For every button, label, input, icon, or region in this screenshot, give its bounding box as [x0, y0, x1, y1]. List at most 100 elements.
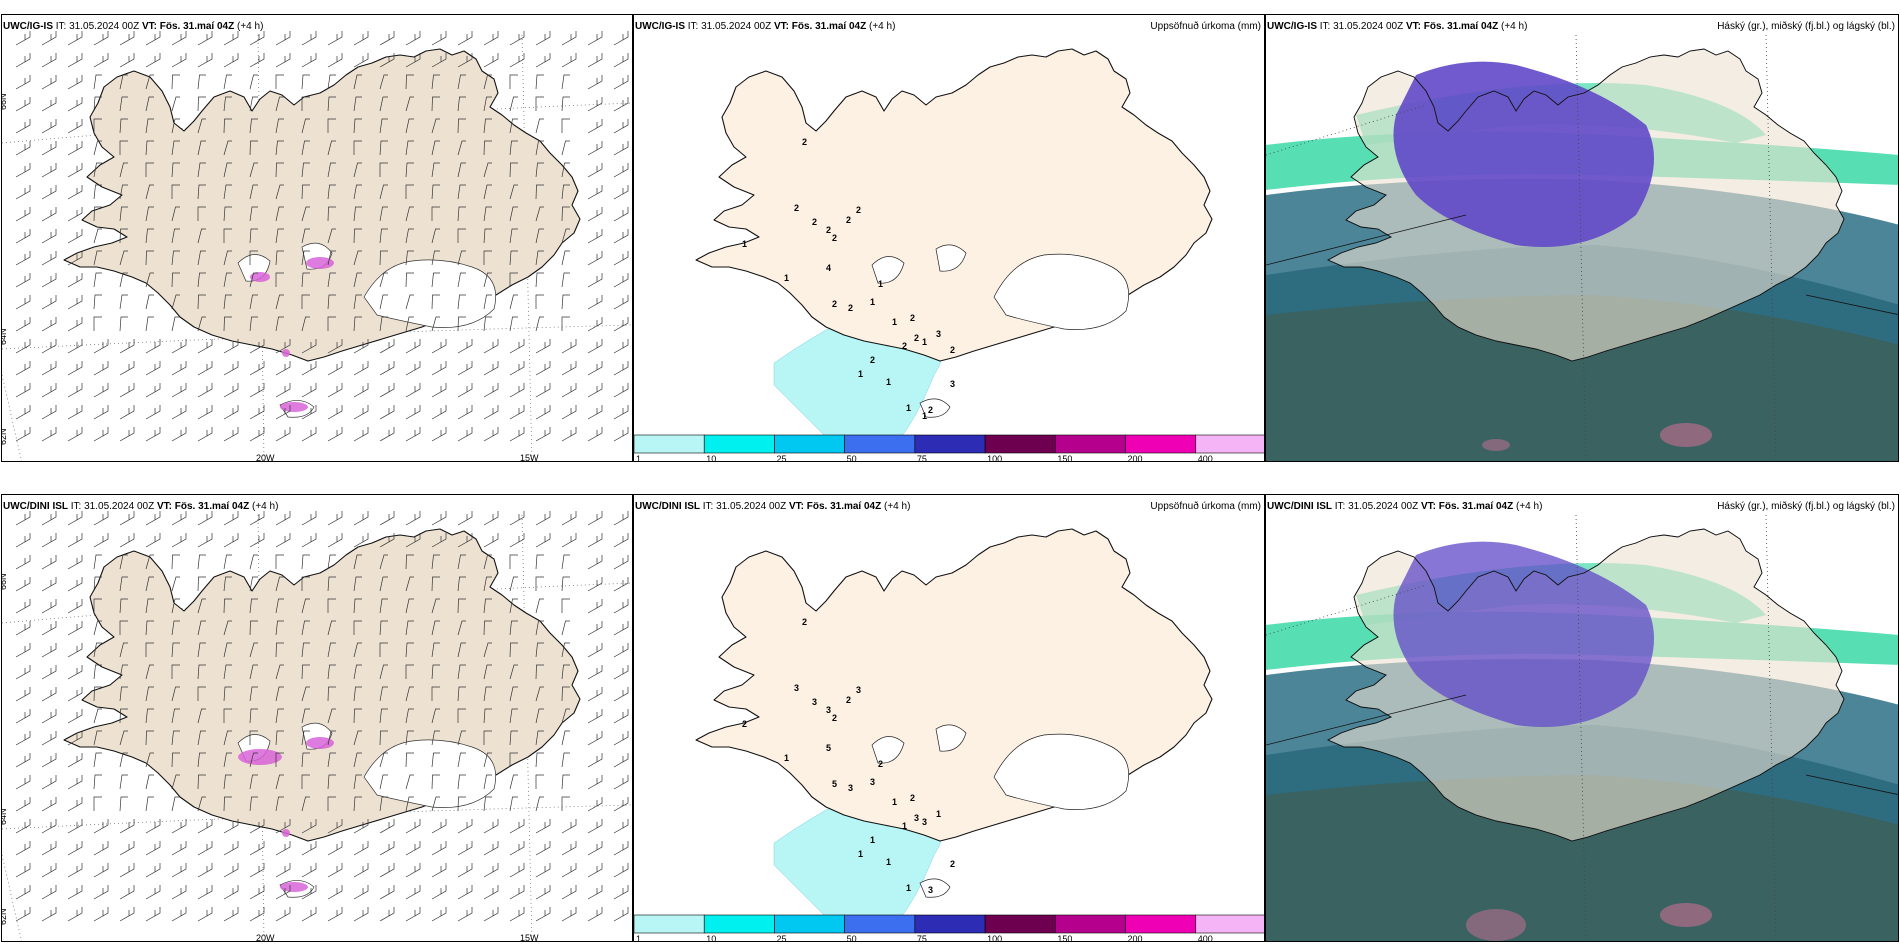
- wind-barb: [119, 907, 135, 922]
- wind-barb: [41, 317, 57, 332]
- wind-barb: [119, 730, 128, 746]
- precip-value-label: 5: [832, 779, 837, 789]
- wind-barb: [327, 31, 343, 46]
- wind-barb: [301, 361, 317, 376]
- wind-barb: [535, 885, 551, 900]
- wind-barb: [483, 642, 492, 658]
- wind-barb: [587, 753, 603, 768]
- wind-barb: [249, 598, 258, 614]
- wind-barb: [613, 907, 629, 922]
- colorbar-swatch: [984, 914, 1056, 934]
- wind-barb: [587, 577, 603, 592]
- wind-barb: [561, 730, 570, 746]
- precip-value-label: 2: [950, 859, 955, 869]
- wind-barb: [145, 796, 154, 812]
- wind-barb: [535, 686, 544, 702]
- wind-barb: [223, 554, 232, 570]
- wind-barb: [327, 118, 336, 133]
- wind-barb: [327, 533, 343, 548]
- wind-barb: [171, 533, 187, 548]
- wind-barb: [301, 554, 310, 570]
- wind-barb: [67, 577, 83, 592]
- wind-barb: [197, 863, 213, 878]
- colorbar-tick-label: 150: [1057, 454, 1072, 462]
- wind-barb: [67, 163, 83, 178]
- wind-barb: [275, 383, 291, 398]
- wind-barb: [483, 554, 492, 570]
- precip-value-label: 2: [870, 355, 875, 365]
- wind-barb: [171, 96, 180, 112]
- wind-barb: [67, 841, 83, 856]
- wind-barb: [561, 533, 577, 548]
- wind-barb: [483, 140, 492, 156]
- precip-value-label: 2: [878, 759, 883, 769]
- wind-barb: [379, 708, 388, 724]
- wind-barb: [561, 339, 577, 354]
- wind-barb: [327, 730, 336, 746]
- wind-barb: [93, 184, 102, 200]
- wind-barb: [93, 427, 109, 442]
- glacier-vatnajokull: [993, 733, 1129, 810]
- wind-barb: [535, 620, 544, 636]
- wind-barb: [197, 31, 213, 46]
- wind-barb: [41, 863, 57, 878]
- wind-barb: [171, 427, 187, 442]
- wind-barb: [327, 427, 343, 442]
- wind-barb: [197, 907, 213, 922]
- wind-barb: [197, 250, 206, 266]
- wind-barb: [483, 907, 499, 922]
- wind-barb: [197, 272, 206, 288]
- colorbar-swatch: [634, 914, 705, 934]
- colorbar-tick-label: 100: [987, 934, 1002, 942]
- wind-barb: [353, 316, 362, 332]
- wind-barb: [41, 753, 57, 768]
- wind-panel-top: UWC/IG-IS IT: 31.05.2024 00Z VT: Fös. 31…: [1, 14, 633, 462]
- wind-barb: [509, 598, 518, 614]
- wind-barb: [509, 533, 525, 548]
- wind-barb: [431, 250, 440, 266]
- wind-barb: [353, 427, 369, 442]
- wind-barb: [197, 730, 206, 746]
- wind-barb: [119, 752, 128, 768]
- lon-line-20w: [257, 514, 265, 941]
- wind-barb: [171, 554, 180, 570]
- wind-barb: [41, 251, 57, 266]
- boundary-line: [1266, 214, 1467, 266]
- colorbar-swatch: [844, 434, 916, 454]
- wind-barb: [457, 361, 473, 376]
- wind-barb: [431, 841, 447, 856]
- precip-value-label: 1: [936, 809, 941, 819]
- wind-barb: [41, 295, 57, 310]
- wind-barb: [353, 31, 369, 46]
- precip-value-label: 2: [832, 299, 837, 309]
- wind-barb: [197, 664, 206, 680]
- wind-barb: [327, 664, 336, 680]
- lon-line-20w: [257, 34, 265, 461]
- wind-barb: [613, 75, 629, 90]
- wind-barb: [301, 250, 310, 266]
- wind-barb: [457, 250, 466, 266]
- precip-value-label: 1: [886, 377, 891, 387]
- precip-value-label: 2: [812, 217, 817, 227]
- wind-barb: [145, 819, 161, 834]
- wind-barb: [353, 686, 362, 702]
- wind-barb: [613, 53, 629, 68]
- wind-barb: [327, 140, 336, 156]
- wind-barb: [41, 141, 57, 156]
- wind-barb: [535, 383, 551, 398]
- lon-label-15w: 15W: [520, 933, 539, 942]
- wind-barb: [561, 405, 577, 420]
- wind-barb: [353, 885, 369, 900]
- wind-barb: [275, 796, 284, 812]
- wind-barb: [275, 511, 291, 526]
- wind-barb: [353, 96, 362, 112]
- colorbar-swatch: [984, 434, 1056, 454]
- wind-barb: [535, 841, 551, 856]
- wind-barb: [353, 140, 362, 155]
- lat-line-66: [2, 582, 632, 624]
- wind-barb: [67, 119, 83, 134]
- wind-barb: [509, 250, 518, 266]
- wind-barb: [249, 184, 258, 200]
- wind-barb: [483, 576, 492, 592]
- wind-map: 66N 64N 62N 20W 15W: [2, 511, 632, 942]
